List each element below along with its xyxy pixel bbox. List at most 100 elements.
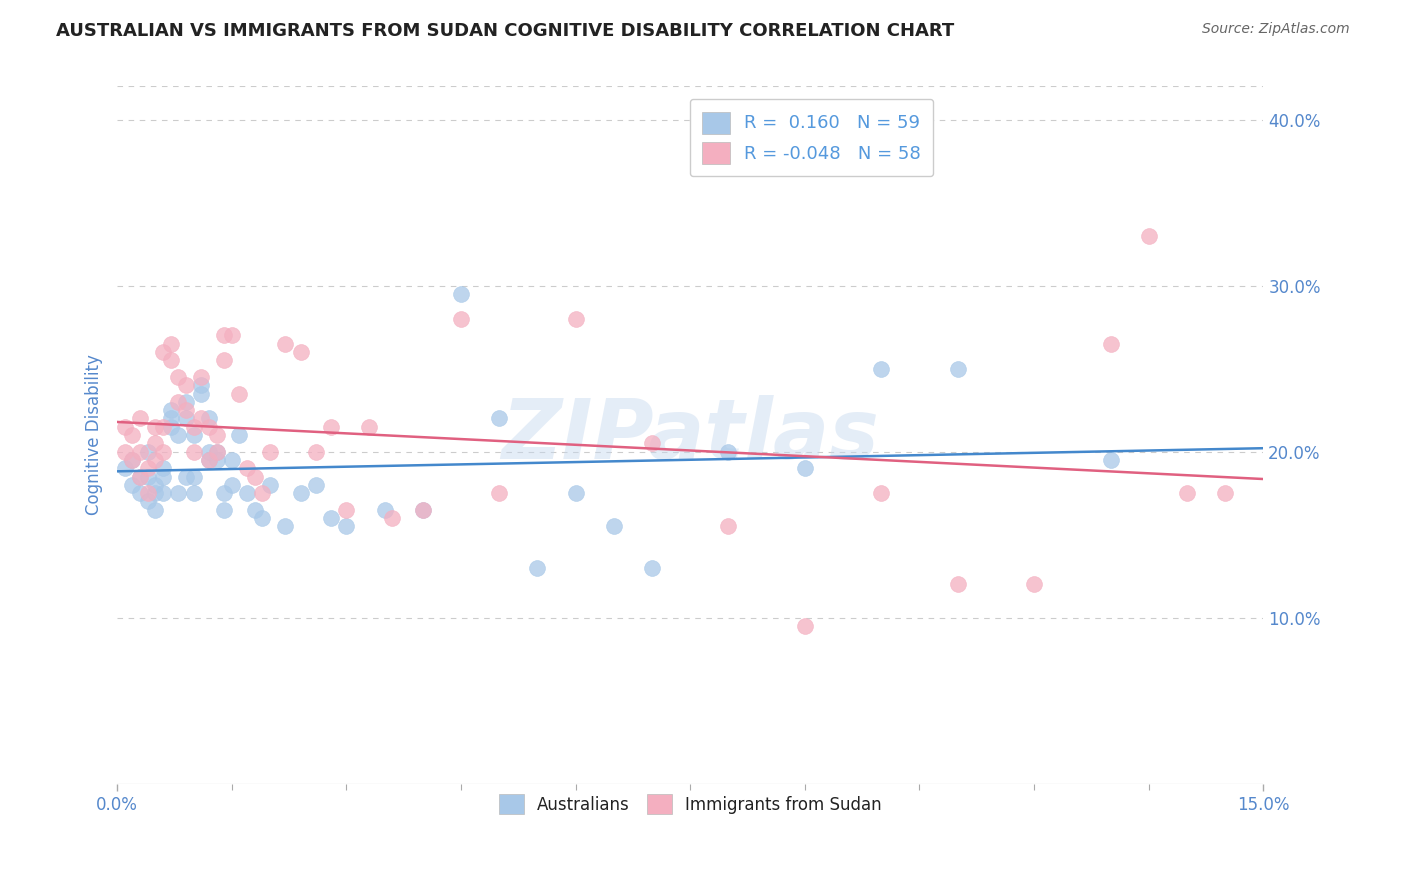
Point xyxy=(321,419,343,434)
Point xyxy=(183,444,205,458)
Point xyxy=(305,444,328,458)
Point xyxy=(167,486,190,500)
Point xyxy=(641,561,664,575)
Point xyxy=(870,361,893,376)
Point xyxy=(129,469,152,483)
Point xyxy=(136,444,159,458)
Point xyxy=(198,444,221,458)
Point xyxy=(946,577,969,591)
Point xyxy=(1137,228,1160,243)
Point xyxy=(259,444,281,458)
Point xyxy=(152,461,174,475)
Point xyxy=(190,378,212,392)
Point xyxy=(564,311,586,326)
Point xyxy=(145,419,167,434)
Point xyxy=(129,411,152,425)
Point xyxy=(212,328,235,343)
Point xyxy=(167,394,190,409)
Point xyxy=(243,502,266,516)
Point xyxy=(159,403,181,417)
Point xyxy=(381,511,404,525)
Point xyxy=(335,519,357,533)
Point xyxy=(205,444,228,458)
Point xyxy=(159,419,181,434)
Point xyxy=(145,502,167,516)
Point xyxy=(198,411,221,425)
Point xyxy=(129,469,152,483)
Point xyxy=(252,511,274,525)
Point xyxy=(212,502,235,516)
Point xyxy=(228,428,250,442)
Point xyxy=(946,361,969,376)
Point xyxy=(259,478,281,492)
Point xyxy=(274,519,297,533)
Point xyxy=(228,386,250,401)
Point xyxy=(174,394,197,409)
Point xyxy=(114,461,136,475)
Point xyxy=(1213,486,1236,500)
Point xyxy=(221,478,243,492)
Point xyxy=(1022,577,1045,591)
Point xyxy=(145,453,167,467)
Point xyxy=(152,444,174,458)
Point xyxy=(488,411,510,425)
Point xyxy=(212,353,235,368)
Point xyxy=(198,419,221,434)
Point xyxy=(145,478,167,492)
Point xyxy=(159,411,181,425)
Point xyxy=(174,411,197,425)
Point xyxy=(290,486,312,500)
Point xyxy=(136,486,159,500)
Point xyxy=(136,461,159,475)
Point xyxy=(198,453,221,467)
Point xyxy=(236,461,259,475)
Point xyxy=(564,486,586,500)
Point xyxy=(145,486,167,500)
Point xyxy=(335,502,357,516)
Point xyxy=(603,519,626,533)
Point xyxy=(190,386,212,401)
Point xyxy=(174,378,197,392)
Point xyxy=(793,619,815,633)
Point xyxy=(1099,453,1122,467)
Point xyxy=(1099,336,1122,351)
Point xyxy=(159,353,181,368)
Point xyxy=(136,494,159,508)
Y-axis label: Cognitive Disability: Cognitive Disability xyxy=(86,355,103,516)
Point xyxy=(190,411,212,425)
Point xyxy=(488,486,510,500)
Point xyxy=(274,336,297,351)
Point xyxy=(212,486,235,500)
Point xyxy=(717,444,740,458)
Legend: Australians, Immigrants from Sudan: Australians, Immigrants from Sudan xyxy=(489,784,891,824)
Point xyxy=(174,469,197,483)
Point xyxy=(114,419,136,434)
Point xyxy=(221,328,243,343)
Point xyxy=(174,403,197,417)
Point xyxy=(641,436,664,450)
Text: ZIPatlas: ZIPatlas xyxy=(502,394,879,475)
Point xyxy=(252,486,274,500)
Point xyxy=(167,428,190,442)
Point xyxy=(205,444,228,458)
Point xyxy=(1175,486,1198,500)
Point xyxy=(717,519,740,533)
Point xyxy=(183,419,205,434)
Point xyxy=(152,486,174,500)
Point xyxy=(136,469,159,483)
Point xyxy=(793,461,815,475)
Point xyxy=(412,502,434,516)
Point xyxy=(190,370,212,384)
Point xyxy=(236,486,259,500)
Point xyxy=(290,345,312,359)
Point xyxy=(152,345,174,359)
Point xyxy=(243,469,266,483)
Point xyxy=(121,428,143,442)
Point xyxy=(183,428,205,442)
Point xyxy=(129,486,152,500)
Point xyxy=(205,428,228,442)
Point xyxy=(450,311,472,326)
Point xyxy=(152,469,174,483)
Point xyxy=(121,453,143,467)
Point xyxy=(412,502,434,516)
